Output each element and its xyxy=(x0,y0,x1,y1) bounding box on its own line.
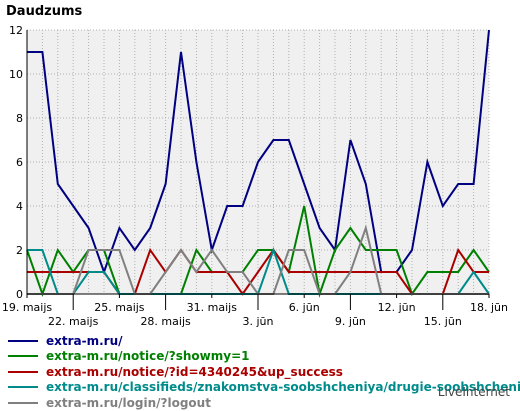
legend-label: extra-m.ru/notice/?id=4340245&up_success xyxy=(46,364,343,379)
legend-item: extra-m.ru/classifieds/znakomstva-soobsh… xyxy=(8,380,520,396)
x-tick-label: 22. maijs xyxy=(48,315,99,328)
legend-swatch xyxy=(8,386,38,389)
chart-title: Daudzums xyxy=(6,4,82,19)
x-tick-label: 18. jūn xyxy=(470,301,508,314)
x-tick-label: 31. maijs xyxy=(187,301,238,314)
brand-label: LiveInternet xyxy=(437,385,510,399)
legend-item: extra-m.ru/ xyxy=(8,333,520,349)
legend-label: extra-m.ru/classifieds/znakomstva-soobsh… xyxy=(46,380,520,395)
legend-item: extra-m.ru/notice/?showmy=1 xyxy=(8,349,520,365)
legend-item: extra-m.ru/notice/?id=4340245&up_success xyxy=(8,364,520,380)
legend-swatch xyxy=(8,370,38,373)
x-tick-label: 9. jūn xyxy=(335,315,366,328)
x-tick-label: 3. jūn xyxy=(243,315,274,328)
legend-label: extra-m.ru/login/?logout xyxy=(46,395,211,410)
y-tick-label: 0 xyxy=(16,288,23,301)
x-tick-label: 28. maijs xyxy=(140,315,191,328)
y-tick-label: 2 xyxy=(16,244,23,257)
x-tick-label: 12. jūn xyxy=(378,301,416,314)
legend-swatch xyxy=(8,355,38,358)
legend-label: extra-m.ru/ xyxy=(46,333,123,348)
y-tick-label: 8 xyxy=(16,112,23,125)
legend-swatch xyxy=(8,339,38,342)
legend-swatch xyxy=(8,401,38,404)
y-tick-label: 6 xyxy=(16,156,23,169)
x-tick-label: 6. jūn xyxy=(289,301,320,314)
legend-label: extra-m.ru/notice/?showmy=1 xyxy=(46,349,250,364)
x-tick-label: 19. maijs xyxy=(2,301,53,314)
y-tick-label: 4 xyxy=(16,200,23,213)
y-tick-label: 12 xyxy=(9,24,23,37)
x-tick-label: 15. jūn xyxy=(424,315,462,328)
y-tick-label: 10 xyxy=(9,68,23,81)
x-tick-label: 25. maijs xyxy=(94,301,145,314)
